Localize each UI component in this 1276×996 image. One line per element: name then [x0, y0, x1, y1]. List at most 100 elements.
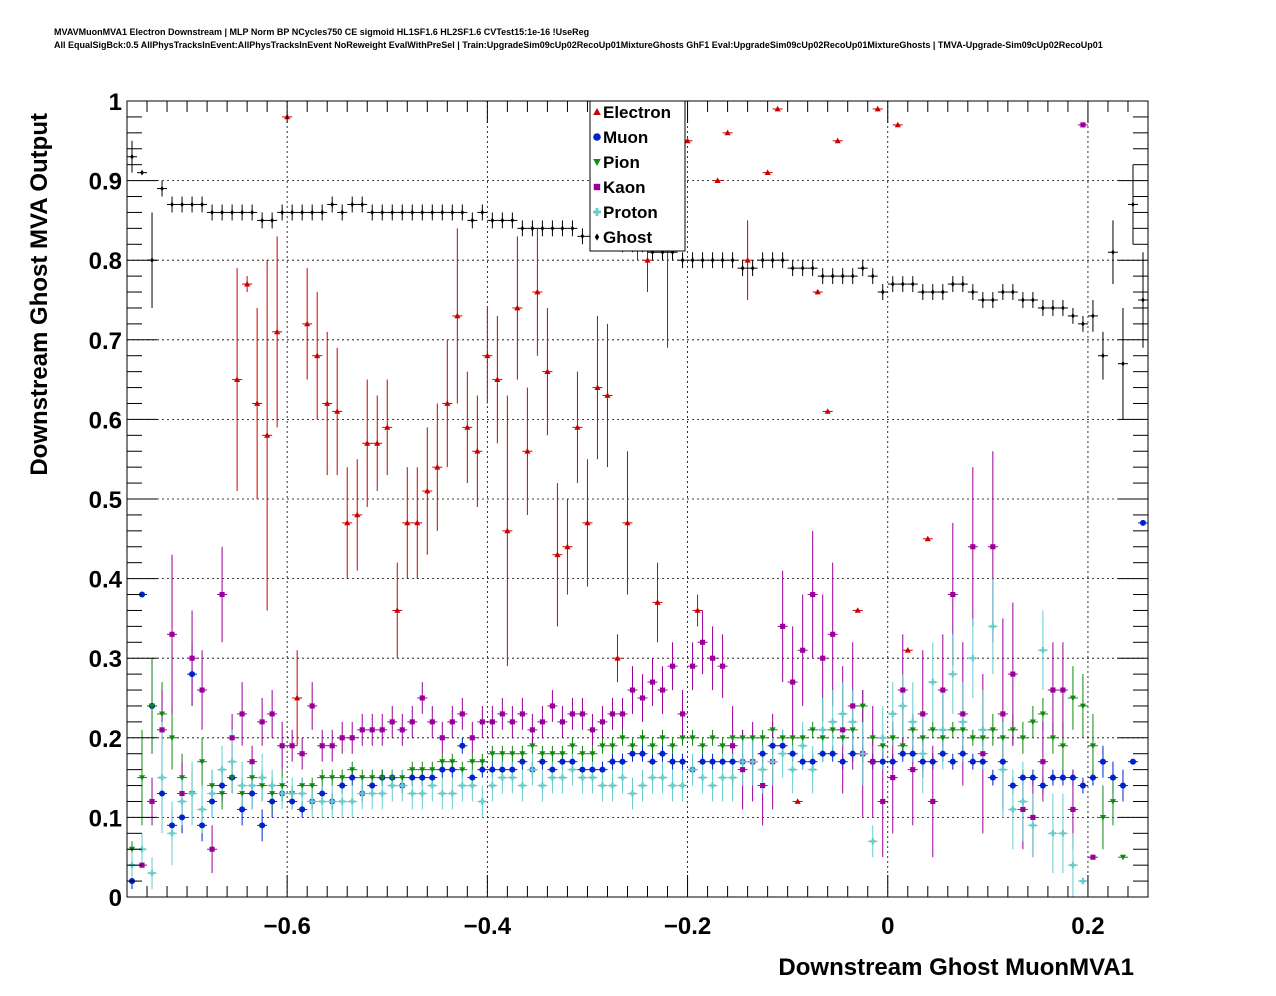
ghost-point [290, 209, 294, 216]
muon-point [839, 758, 846, 765]
pion-point [909, 727, 916, 733]
legend-label-kaon: Kaon [603, 178, 646, 197]
kaon-point [309, 703, 315, 709]
kaon-point [449, 719, 455, 725]
muon-point [729, 758, 736, 765]
muon-point [1049, 774, 1056, 781]
proton-point [829, 718, 836, 726]
proton-point [279, 790, 286, 797]
kaon-point [329, 743, 335, 749]
proton-point [369, 790, 376, 797]
ghost-point [1081, 321, 1085, 327]
pion-point [1089, 743, 1096, 749]
electron-point [554, 551, 561, 558]
pion-point [719, 743, 726, 749]
ghost-point [790, 265, 795, 271]
pion-point [1079, 703, 1086, 710]
kaon-point [339, 735, 345, 741]
muon-point [1099, 758, 1106, 765]
pion-point [839, 735, 846, 741]
electron-point [904, 647, 911, 653]
muon-point [158, 790, 166, 797]
proton-point [899, 702, 906, 710]
pion-point [349, 767, 356, 773]
kaon-point [910, 767, 916, 773]
muon-point [179, 814, 186, 821]
pion-point [739, 735, 746, 741]
kaon-point [639, 695, 646, 701]
muon-point [499, 766, 506, 773]
kaon-point [1080, 122, 1086, 128]
kaon-point [509, 719, 515, 725]
pion-point [179, 775, 186, 781]
pion-point [1019, 735, 1026, 741]
kaon-point [159, 727, 165, 733]
ghost-point [1041, 305, 1045, 311]
electron-point [654, 599, 661, 605]
axis-ticks [127, 100, 1149, 898]
kaon-point [890, 775, 896, 781]
kaon-point [429, 719, 435, 725]
proton-point [289, 790, 296, 797]
proton-point [689, 766, 696, 773]
ghost-point [730, 257, 735, 264]
pion-point [769, 727, 776, 733]
kaon-point [659, 687, 666, 693]
proton-point [469, 782, 476, 789]
proton-point [439, 790, 446, 797]
kaon-point [619, 711, 626, 717]
pion-point [549, 751, 556, 757]
pion-point [269, 791, 276, 797]
pion-point [539, 751, 546, 757]
ghost-point [961, 281, 965, 287]
proton-point [749, 758, 756, 765]
proton-point [629, 790, 636, 797]
electron-point [794, 798, 801, 804]
proton-point [529, 766, 536, 773]
ghost-point [550, 225, 555, 232]
muon-point [589, 766, 596, 773]
ghost-point [510, 217, 515, 224]
kaon-point [379, 727, 385, 733]
y-tick-label: 0.8 [89, 248, 122, 275]
muon-point [1009, 782, 1016, 789]
pion-point [479, 759, 486, 765]
electron-point [414, 519, 421, 526]
ghost-point [1141, 297, 1145, 303]
pion-point [519, 751, 526, 757]
ghost-point [871, 273, 875, 279]
pion-point [969, 735, 976, 741]
proton-point [329, 798, 336, 805]
kaon-point [459, 711, 465, 717]
kaon-point [1090, 854, 1096, 860]
ghost-point [460, 209, 465, 216]
legend-marker-pion [593, 159, 601, 166]
proton-point [188, 790, 196, 797]
electron-point [694, 607, 701, 613]
muon-point [369, 782, 376, 789]
ghost-point [820, 273, 825, 279]
pion-point [459, 767, 466, 773]
kaon-point [840, 727, 846, 733]
x-tick-label: 0.2 [1071, 913, 1104, 940]
muon-point [459, 742, 466, 749]
proton-point [659, 774, 666, 781]
ghost-point [580, 233, 585, 240]
ghost-point [480, 209, 485, 216]
electron-point [384, 424, 391, 430]
kaon-point [1050, 687, 1056, 693]
proton-point [599, 782, 606, 789]
proton-point [319, 798, 326, 805]
pion-point [679, 735, 686, 741]
proton-point [879, 734, 886, 741]
legend-box [589, 100, 686, 252]
pion-point [709, 735, 716, 741]
y-tick-label: 0.6 [89, 407, 122, 434]
kaon-point [569, 711, 575, 717]
proton-point [959, 718, 966, 726]
proton-point [208, 790, 216, 797]
proton-point [739, 758, 746, 765]
legend-label-ghost: Ghost [603, 228, 652, 247]
electron-point [534, 288, 541, 295]
